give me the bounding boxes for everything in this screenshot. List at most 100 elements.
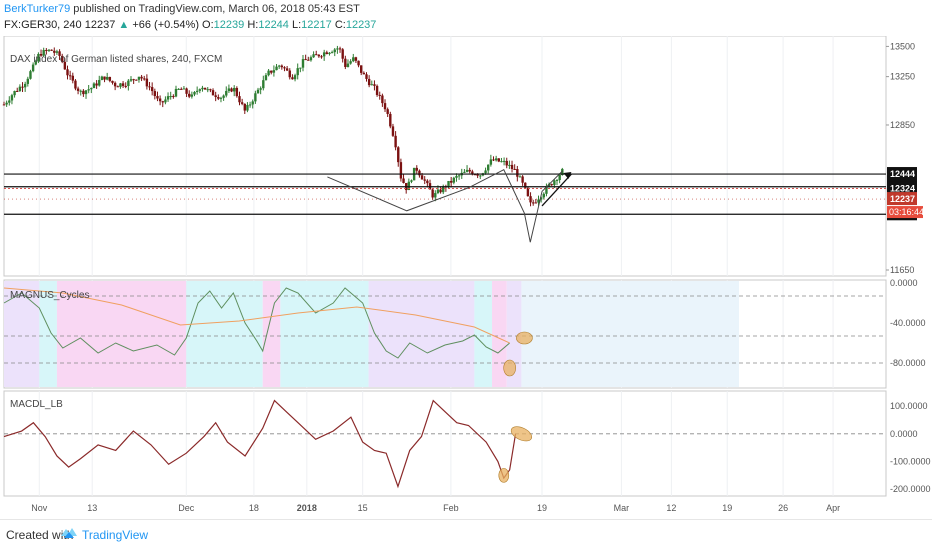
countdown-tag [887,206,923,219]
candle-body [225,90,228,96]
candle-body [346,63,350,67]
time-axis-tick: 18 [249,503,259,513]
level-price-tag [887,192,917,206]
candle-body [487,164,490,171]
candle-body [534,202,538,204]
candle-body [246,105,249,111]
candle-body [113,82,117,87]
candle-body [349,61,352,64]
target-arrow-icon [563,172,572,180]
candle-body [238,96,241,103]
open-value: 12239 [213,19,245,31]
cycle-band [4,281,40,387]
candle-body [397,147,400,163]
candle-body [76,88,80,91]
candle-body [264,75,268,81]
candle-body [21,86,24,88]
pane-frame-2 [3,390,887,497]
candle-body [174,88,178,97]
candle-body [373,84,376,86]
candle-body [8,100,11,103]
candle-body [431,189,434,198]
candle-body [193,91,196,95]
close-value: 12237 [345,19,377,31]
candle-body [322,52,326,57]
candle-body [315,54,318,56]
candle-body [452,177,456,183]
candle-body [132,79,135,81]
candle-body [555,180,559,182]
candle-body [195,90,199,92]
candle-body [2,104,6,106]
candle-body [317,54,321,57]
candle-body [140,76,143,79]
time-axis-tick: Mar [614,503,630,513]
magnus-pane-title: MAGNUS_Cycles [10,290,89,301]
candle-body [439,189,442,193]
candle-body [352,57,355,62]
candle-body [5,102,8,105]
chart-header: BerkTurker79 published on TradingView.co… [0,0,932,36]
cycle-band-forecast [521,281,739,387]
candle-body [296,68,299,76]
candle-body [45,49,48,51]
candle-body [148,86,151,88]
candle-body [39,54,43,56]
annotation-ellipse [498,468,510,483]
candle-body [214,95,217,98]
candle-body [442,186,445,193]
time-axis-tick: 19 [722,503,732,513]
candle-body [68,75,72,77]
candle-body [484,170,487,174]
candle-body [259,88,262,90]
symbol-label: FX:GER30, 240 [4,19,82,31]
macd-line [3,399,517,489]
up-arrow-icon: ▲ [118,19,130,31]
candle-body [539,197,543,200]
candle-body [510,164,514,169]
candle-body [233,87,236,92]
candle-body [285,68,289,71]
candle-body [92,83,96,89]
candle-body [79,90,82,92]
tradingview-logo-icon [61,528,77,538]
candle-body [222,95,225,98]
candle-body [537,199,540,203]
candle-body [336,48,339,50]
candle-body [50,49,53,51]
high-value: 12244 [258,19,289,31]
close-label: C: [334,19,346,31]
candle-body [341,49,344,59]
chart-canvas[interactable]: 124441233912324122371211103:16:441350013… [0,36,932,519]
publish-line: BerkTurker79 published on TradingView.co… [4,3,360,15]
candle-body [103,76,106,80]
created-with-label: Created with [6,528,74,542]
candle-body [53,50,56,53]
candle-body [518,176,522,178]
macd-axis-tick: -200.0000 [890,484,931,494]
author-link[interactable]: BerkTurker79 [4,3,71,15]
candle-body [386,109,389,114]
open-label: O: [202,19,214,31]
candle-body [55,51,59,53]
candle-body [37,54,40,62]
candle-body [497,158,501,162]
price-axis-tick: 13500 [890,41,915,51]
cycle-band [474,281,493,387]
candle-body [206,89,209,91]
candle-body [153,91,157,97]
time-axis-tick: Dec [178,503,195,513]
time-axis-tick: Apr [826,503,840,513]
candle-body [473,174,477,176]
tradingview-brand[interactable]: TradingView [82,528,149,542]
annotation-ellipse [510,426,533,442]
candle-body [357,60,360,66]
candle-body [320,56,323,58]
candle-body [407,181,411,191]
candle-body [13,90,16,96]
annotation-ellipse [503,359,516,377]
candle-body [42,49,45,56]
cycle-band [39,281,57,387]
cycle-band [492,281,507,387]
candle-body [267,70,270,76]
